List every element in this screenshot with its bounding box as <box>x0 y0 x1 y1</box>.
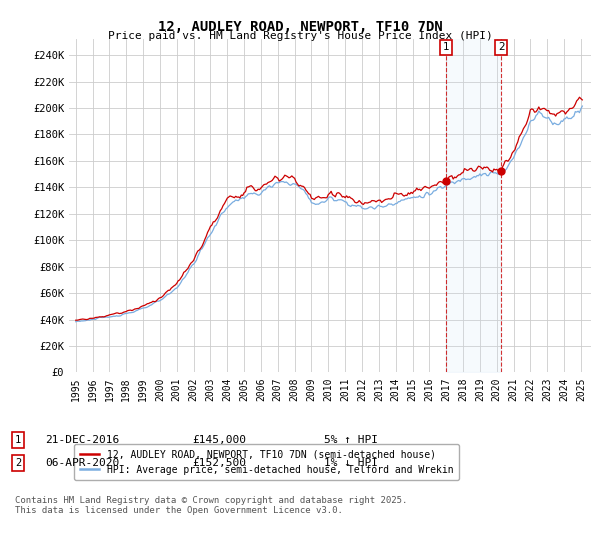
Text: 1% ↓ HPI: 1% ↓ HPI <box>324 458 378 468</box>
Text: £152,500: £152,500 <box>192 458 246 468</box>
Text: 1: 1 <box>15 435 21 445</box>
Text: 21-DEC-2016: 21-DEC-2016 <box>45 435 119 445</box>
Text: 5% ↑ HPI: 5% ↑ HPI <box>324 435 378 445</box>
Text: 1: 1 <box>442 42 449 52</box>
Text: Price paid vs. HM Land Registry's House Price Index (HPI): Price paid vs. HM Land Registry's House … <box>107 31 493 41</box>
Text: £145,000: £145,000 <box>192 435 246 445</box>
Text: 06-APR-2020: 06-APR-2020 <box>45 458 119 468</box>
Text: 2: 2 <box>15 458 21 468</box>
Text: Contains HM Land Registry data © Crown copyright and database right 2025.
This d: Contains HM Land Registry data © Crown c… <box>15 496 407 515</box>
Legend: 12, AUDLEY ROAD, NEWPORT, TF10 7DN (semi-detached house), HPI: Average price, se: 12, AUDLEY ROAD, NEWPORT, TF10 7DN (semi… <box>74 444 460 480</box>
Text: 12, AUDLEY ROAD, NEWPORT, TF10 7DN: 12, AUDLEY ROAD, NEWPORT, TF10 7DN <box>158 20 442 34</box>
Text: 2: 2 <box>498 42 505 52</box>
